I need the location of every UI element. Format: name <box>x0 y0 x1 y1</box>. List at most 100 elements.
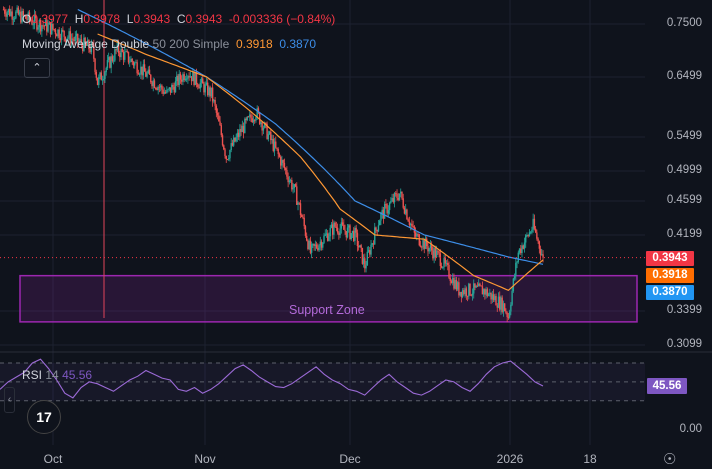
candle-body <box>453 278 455 289</box>
candle-body <box>247 116 250 118</box>
candle-body <box>99 72 101 77</box>
candle-body <box>263 122 266 128</box>
candle-body <box>355 227 357 233</box>
candle-body <box>479 283 481 286</box>
candle-body <box>423 240 425 249</box>
candle-body <box>522 245 524 249</box>
candle-body <box>282 160 284 163</box>
high-value: 0.3978 <box>83 12 121 26</box>
candle-body <box>491 294 494 300</box>
candle-body <box>512 278 515 291</box>
candle-body <box>163 92 166 94</box>
settings-icon[interactable]: ☉ <box>663 451 677 468</box>
candle-body <box>223 145 225 150</box>
candle-body <box>199 82 201 89</box>
candle-body <box>354 227 356 241</box>
candle-body <box>114 49 116 61</box>
candle-body <box>167 89 169 91</box>
candle-body <box>333 222 335 235</box>
candle-body <box>254 120 256 121</box>
candle-body <box>273 141 276 151</box>
candle-body <box>294 184 297 187</box>
low-label: L <box>126 12 134 26</box>
candle-body <box>173 86 175 93</box>
candle-body <box>241 125 244 132</box>
price-axis-label: 0.3399 <box>666 304 702 316</box>
candle-body <box>346 227 349 238</box>
candle-body <box>349 225 351 240</box>
candle-body <box>54 29 57 35</box>
chevron-left-icon[interactable]: ‹ <box>4 387 15 413</box>
candle-body <box>211 87 214 102</box>
candle-body <box>450 281 453 284</box>
candle-body <box>224 149 226 157</box>
candle-body <box>82 44 84 51</box>
candle-body <box>216 112 219 116</box>
candle-body <box>314 244 317 246</box>
candle-body <box>452 278 454 284</box>
candle-body <box>460 291 463 298</box>
ma-params: 50 200 Simple <box>152 37 230 51</box>
candle-body <box>426 238 428 247</box>
candle-body <box>244 118 246 134</box>
chevron-up-icon[interactable]: ⌃ <box>24 58 50 78</box>
candle-body <box>232 137 235 146</box>
candle-body <box>429 245 432 249</box>
candle-body <box>150 74 152 83</box>
candle-body <box>214 99 216 106</box>
candle-body <box>527 235 529 237</box>
candle-body <box>511 290 513 305</box>
rsi-legend: RSI 14 45.56 <box>22 368 92 382</box>
candle-body <box>376 229 378 232</box>
candle-body <box>187 76 189 79</box>
candle-body <box>106 60 109 68</box>
price-axis-label: 0.7500 <box>666 17 702 29</box>
candle-body <box>411 223 413 227</box>
candle-body <box>164 92 167 93</box>
candle-body <box>331 224 334 235</box>
candle-body <box>307 240 309 249</box>
candle-body <box>116 42 119 51</box>
tradingview-logo[interactable]: 17 <box>27 400 61 434</box>
candle-body <box>95 71 98 78</box>
candle-body <box>183 74 185 81</box>
candle-body <box>526 235 528 236</box>
candle-body <box>348 225 350 228</box>
candle-body <box>172 84 174 87</box>
candle-body <box>418 234 420 246</box>
candle-body <box>536 232 538 239</box>
candle-body <box>242 125 245 134</box>
candle-body <box>270 131 272 141</box>
candle-body <box>205 82 208 85</box>
open-value: 0.3977 <box>31 12 69 26</box>
candle-body <box>515 262 517 276</box>
candle-body <box>481 286 484 295</box>
candle-body <box>47 24 49 32</box>
candle-body <box>408 221 411 226</box>
candle-body <box>131 58 133 63</box>
candle-body <box>369 250 371 255</box>
candle-body <box>419 245 422 247</box>
time-label-18: 18 <box>583 452 597 466</box>
ma-legend[interactable]: Moving Average Double 50 200 Simple 0.39… <box>22 37 316 51</box>
candle-body <box>322 242 324 248</box>
rsi-name: RSI <box>22 368 43 382</box>
candle-body <box>182 74 184 82</box>
candle-body <box>121 48 123 52</box>
candle-body <box>188 76 190 78</box>
candle-body <box>8 9 11 16</box>
candle-body <box>330 224 333 228</box>
candle-body <box>140 66 142 75</box>
candle-body <box>67 37 69 39</box>
candle-body <box>72 38 74 40</box>
candle-body <box>44 20 47 26</box>
candle-body <box>235 137 237 142</box>
candle-body <box>15 11 17 19</box>
support-zone-label: Support Zone <box>289 303 365 317</box>
candle-body <box>226 159 229 161</box>
time-label-dec: Dec <box>339 452 361 466</box>
candle-body <box>508 311 511 318</box>
candle-body <box>327 233 329 241</box>
candle-body <box>360 245 362 248</box>
